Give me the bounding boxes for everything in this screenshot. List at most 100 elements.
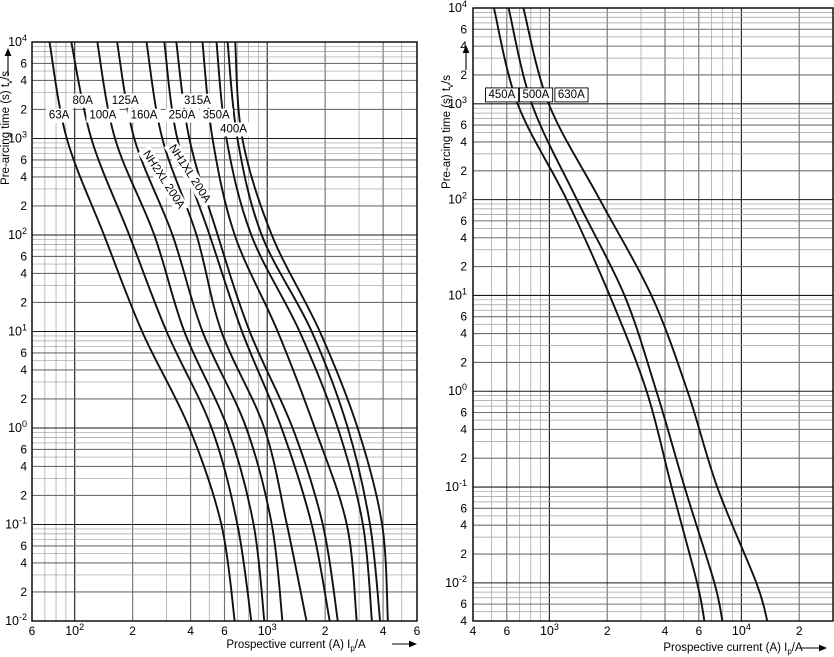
tick-label: 2 xyxy=(20,488,27,502)
curve-label-630a: 630A xyxy=(554,87,589,103)
tick-label: 6 xyxy=(695,624,702,638)
tick-label: 101 xyxy=(448,286,467,302)
tick-label: 6 xyxy=(221,624,228,638)
tick-label: 4 xyxy=(460,39,467,53)
x-axis-arrow-icon xyxy=(801,644,827,652)
tick-label: 2 xyxy=(20,102,27,116)
svg-text:125A: 125A xyxy=(112,95,139,107)
tick-label: 2 xyxy=(20,392,27,406)
curve-80a xyxy=(70,42,253,621)
svg-text:250A: 250A xyxy=(169,110,196,122)
svg-text:500A: 500A xyxy=(522,89,549,101)
svg-text:Pre-arcing time (s) tv/s: Pre-arcing time (s) tv/s xyxy=(441,75,455,189)
tick-label: 6 xyxy=(20,442,27,456)
tick-label: 101 xyxy=(8,323,27,339)
tick-label: 4 xyxy=(460,327,467,341)
tick-label: 2 xyxy=(460,260,467,274)
tick-label: 4 xyxy=(662,624,669,638)
tick-label: 6 xyxy=(460,406,467,420)
tick-label: 2 xyxy=(20,585,27,599)
tick-label: 2 xyxy=(460,451,467,465)
tick-label: 2 xyxy=(20,199,27,213)
curve-nh1xl-200a xyxy=(175,42,339,621)
tick-label: 6 xyxy=(460,214,467,228)
tick-label: 103 xyxy=(258,622,277,638)
grid xyxy=(472,7,834,622)
tick-label: 2 xyxy=(129,624,136,638)
axis-ticks: 6 102 2 4 6 103 2 4 6104642103642102642101642100… xyxy=(5,33,421,638)
tick-label: 2 xyxy=(460,68,467,82)
x-axis-arrow-icon xyxy=(392,640,417,648)
svg-text:160A: 160A xyxy=(131,110,158,122)
plot-frame xyxy=(472,7,834,622)
curve-labels: 450A 500A 630A xyxy=(485,87,589,103)
curve-63a xyxy=(48,42,236,621)
tick-label: 2 xyxy=(796,624,803,638)
svg-text:630A: 630A xyxy=(558,89,585,101)
curve-630a xyxy=(522,8,769,621)
tick-label: 100 xyxy=(8,419,27,435)
tick-label: 4 xyxy=(460,135,467,149)
tick-label: 6 xyxy=(460,22,467,36)
svg-text:350A: 350A xyxy=(203,110,230,122)
tick-label: 6 xyxy=(20,56,27,70)
tick-label: 104 xyxy=(8,33,27,49)
svg-text:400A: 400A xyxy=(220,124,247,136)
tick-label: 10-2 xyxy=(445,574,467,590)
tick-label: 100 xyxy=(448,382,467,398)
curve-label-250a: 250A xyxy=(165,108,199,123)
tick-label: 6 xyxy=(460,118,467,132)
tick-label: 2 xyxy=(604,624,611,638)
tick-label: 6 xyxy=(20,346,27,360)
tick-label: 6 xyxy=(29,624,36,638)
tick-label: 2 xyxy=(20,295,27,309)
curves xyxy=(48,42,389,621)
tick-label: 4 xyxy=(20,363,27,377)
tick-label: 2 xyxy=(322,624,329,638)
tick-label: 6 xyxy=(20,153,27,167)
curve-500a xyxy=(507,8,724,621)
tick-label: 4 xyxy=(460,231,467,245)
tick-label: 6 xyxy=(20,249,27,263)
y-axis-arrow-icon xyxy=(4,48,12,76)
curve-label-160a: 160A xyxy=(127,108,161,123)
tick-label: 10-2 xyxy=(5,612,27,628)
tick-label: 4 xyxy=(460,518,467,532)
curve-100a xyxy=(96,42,266,621)
axis-ticks: 4 6 103 2 4 6 104 21046421036421026421016421006… xyxy=(445,0,803,638)
curves xyxy=(492,8,769,621)
tick-label: 6 xyxy=(503,624,510,638)
curve-350a xyxy=(226,42,382,621)
tick-label: 102 xyxy=(448,191,467,207)
tick-label: 104 xyxy=(448,0,467,15)
curve-160a xyxy=(145,42,308,621)
curve-label-350a: 350A xyxy=(199,108,233,123)
svg-text:80A: 80A xyxy=(72,95,93,107)
tick-label: 2 xyxy=(460,547,467,561)
tick-label: 103 xyxy=(540,622,559,638)
curve-label-500a: 500A xyxy=(519,87,554,103)
tick-label: 102 xyxy=(8,226,27,242)
curve-250a xyxy=(201,42,358,621)
curve-label-400a: 400A xyxy=(217,122,251,137)
curve-315a xyxy=(215,42,373,621)
curve-label-80a: 80A xyxy=(69,93,97,108)
curve-label-315a: 315A xyxy=(180,93,215,108)
tick-label: 104 xyxy=(732,622,751,638)
tick-label: 6 xyxy=(460,310,467,324)
x-axis-title: Prospective current (A) Ip/A xyxy=(663,642,803,656)
tick-label: 4 xyxy=(20,73,27,87)
svg-text:315A: 315A xyxy=(184,95,211,107)
tick-label: 4 xyxy=(187,624,194,638)
tick-label: 6 xyxy=(20,539,27,553)
curve-125a xyxy=(116,42,284,621)
svg-text:Pre-arcing time (s) tv/s: Pre-arcing time (s) tv/s xyxy=(0,71,14,185)
tick-label: 6 xyxy=(414,624,421,638)
curve-450a xyxy=(492,8,706,621)
tick-label: 4 xyxy=(20,459,27,473)
